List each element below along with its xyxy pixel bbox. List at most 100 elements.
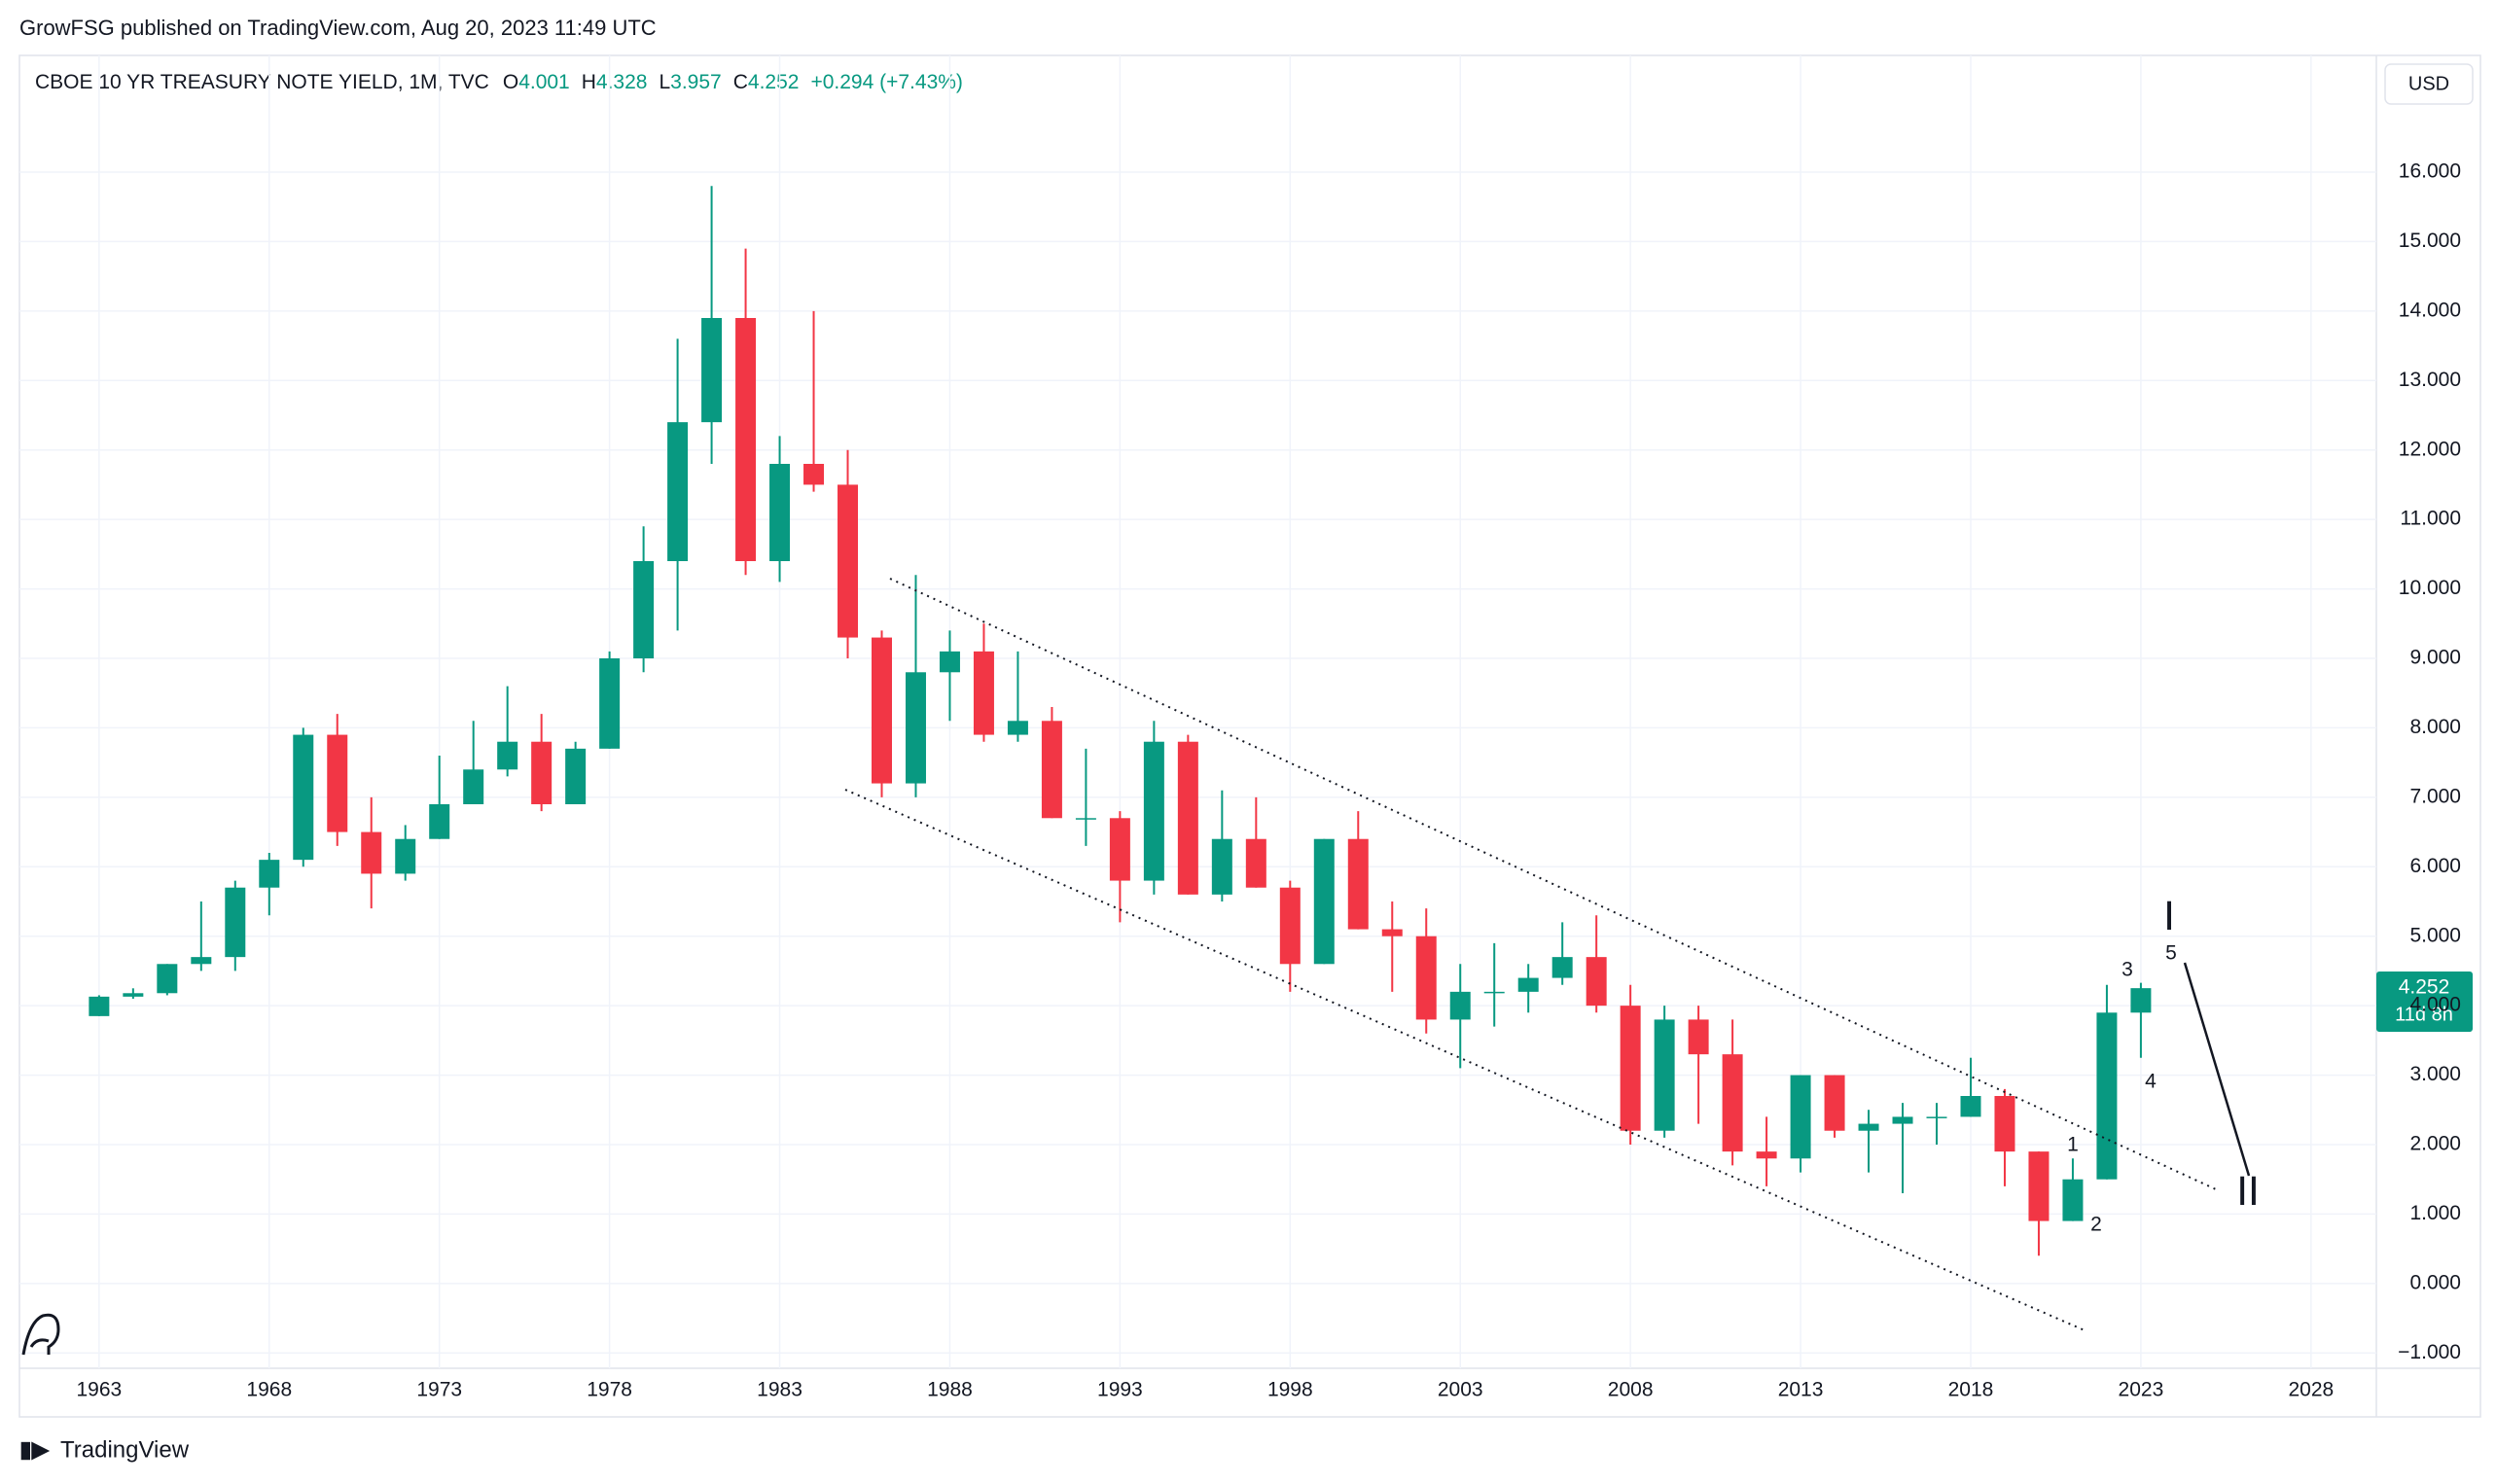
y-tick-label: 8.000 <box>2409 716 2461 738</box>
candle-body <box>2130 988 2152 1013</box>
candle-body <box>429 804 450 839</box>
candle-body <box>1177 741 1198 895</box>
candle-body <box>463 769 484 804</box>
candle-body <box>1926 1116 1947 1118</box>
candle-body <box>157 964 178 994</box>
candle-body <box>1551 957 1573 978</box>
candle-body <box>259 860 280 888</box>
candle-body <box>1892 1116 1913 1124</box>
low-value: 3.957 <box>670 71 722 93</box>
candle-body <box>2062 1179 2084 1221</box>
close-value: 4.252 <box>748 71 800 93</box>
candle-body <box>1041 721 1062 819</box>
wave-label: 4 <box>2145 1071 2157 1093</box>
candle-body <box>872 637 892 784</box>
y-tick-label: 11.000 <box>2400 508 2461 530</box>
currency-button[interactable] <box>2384 63 2474 105</box>
wave-label: 2 <box>2090 1214 2102 1236</box>
candle-body <box>599 658 621 749</box>
symbol: CBOE 10 YR TREASURY NOTE YIELD, 1M, TVC <box>35 71 489 93</box>
candle-body <box>1722 1054 1743 1152</box>
candle-body <box>1858 1123 1879 1131</box>
y-tick-label: 9.000 <box>2409 647 2461 669</box>
candle-body <box>973 651 994 735</box>
candle-body <box>1994 1096 2015 1152</box>
candle-body <box>395 838 416 874</box>
wave-label: 5 <box>2165 942 2177 965</box>
candle-body <box>1790 1075 1811 1159</box>
candle-body <box>1517 977 1539 992</box>
candle-body <box>1075 818 1096 820</box>
candle-body <box>225 887 246 958</box>
y-tick-label: 1.000 <box>2409 1202 2461 1224</box>
candle-body <box>1211 838 1232 895</box>
wave-label: 3 <box>2122 959 2133 981</box>
countdown: 11d 8h <box>2395 1004 2453 1025</box>
x-tick-label: 1978 <box>587 1379 632 1401</box>
candle-body <box>2096 1012 2118 1180</box>
y-tick-label: 15.000 <box>2399 230 2461 252</box>
candle-body <box>905 672 926 784</box>
y-tick-label: 13.000 <box>2399 369 2461 391</box>
x-tick-label: 2018 <box>1948 1379 1994 1401</box>
x-tick-label: 1983 <box>757 1379 802 1401</box>
candle-body <box>1381 929 1403 936</box>
candle-body <box>1654 1019 1675 1131</box>
open-label: O <box>503 71 518 93</box>
x-tick-label: 2008 <box>1608 1379 1654 1401</box>
wave-label: 1 <box>2067 1134 2079 1156</box>
candle-body <box>1143 741 1164 881</box>
last-price: 4.252 <box>2399 976 2450 999</box>
candle-body <box>1279 887 1301 965</box>
projection-line <box>2183 962 2251 1177</box>
y-tick-label: 0.000 <box>2409 1271 2461 1293</box>
candle-body <box>293 734 314 861</box>
candle-body <box>123 993 144 997</box>
candle-body <box>1313 838 1335 965</box>
x-tick-label: 2013 <box>1778 1379 1824 1401</box>
candle-body <box>701 318 723 423</box>
plot-area <box>19 55 2376 1368</box>
candle-body <box>1620 1006 1641 1131</box>
y-tick-label: 10.000 <box>2399 577 2461 599</box>
footer-brand: TradingView <box>60 1436 190 1463</box>
y-tick-label: 14.000 <box>2399 299 2461 321</box>
x-tick-label: 1998 <box>1267 1379 1313 1401</box>
y-tick-label: 5.000 <box>2409 924 2461 946</box>
wave-label: I <box>2163 895 2175 939</box>
candle-body <box>565 748 587 804</box>
logo-icon <box>21 1313 60 1356</box>
currency-label[interactable]: USD <box>2408 73 2449 94</box>
x-tick-label: 1973 <box>416 1379 462 1401</box>
candle-body <box>89 996 110 1016</box>
candle-body <box>2028 1151 2050 1221</box>
open-value: 4.001 <box>518 71 570 93</box>
candle-body <box>361 831 382 874</box>
candle-body <box>497 741 518 770</box>
candle-body <box>1245 838 1266 888</box>
publisher-line: GrowFSG published on TradingView.com, Au… <box>19 16 657 40</box>
candle-body <box>1007 721 1028 735</box>
candle-body <box>531 741 553 804</box>
candle-body <box>1824 1075 1845 1131</box>
candle-body <box>1756 1151 1777 1159</box>
candle-body <box>633 561 655 658</box>
channel-upper <box>889 578 2217 1190</box>
candle-body <box>735 318 757 561</box>
high-value: 4.328 <box>596 71 648 93</box>
candle-body <box>769 464 791 561</box>
candle-body <box>1586 957 1607 1007</box>
wave-label: II <box>2236 1170 2260 1215</box>
candle-body <box>1347 838 1369 930</box>
low-label: L <box>659 71 670 93</box>
x-tick-label: 1963 <box>77 1379 123 1401</box>
candle-body <box>1483 991 1505 994</box>
x-tick-label: 1988 <box>927 1379 973 1401</box>
x-tick-label: 2028 <box>2288 1379 2334 1401</box>
y-tick-label: 12.000 <box>2399 438 2461 460</box>
y-tick-label: 7.000 <box>2409 785 2461 807</box>
y-tick-label: 6.000 <box>2409 855 2461 877</box>
candle-body <box>803 464 825 485</box>
